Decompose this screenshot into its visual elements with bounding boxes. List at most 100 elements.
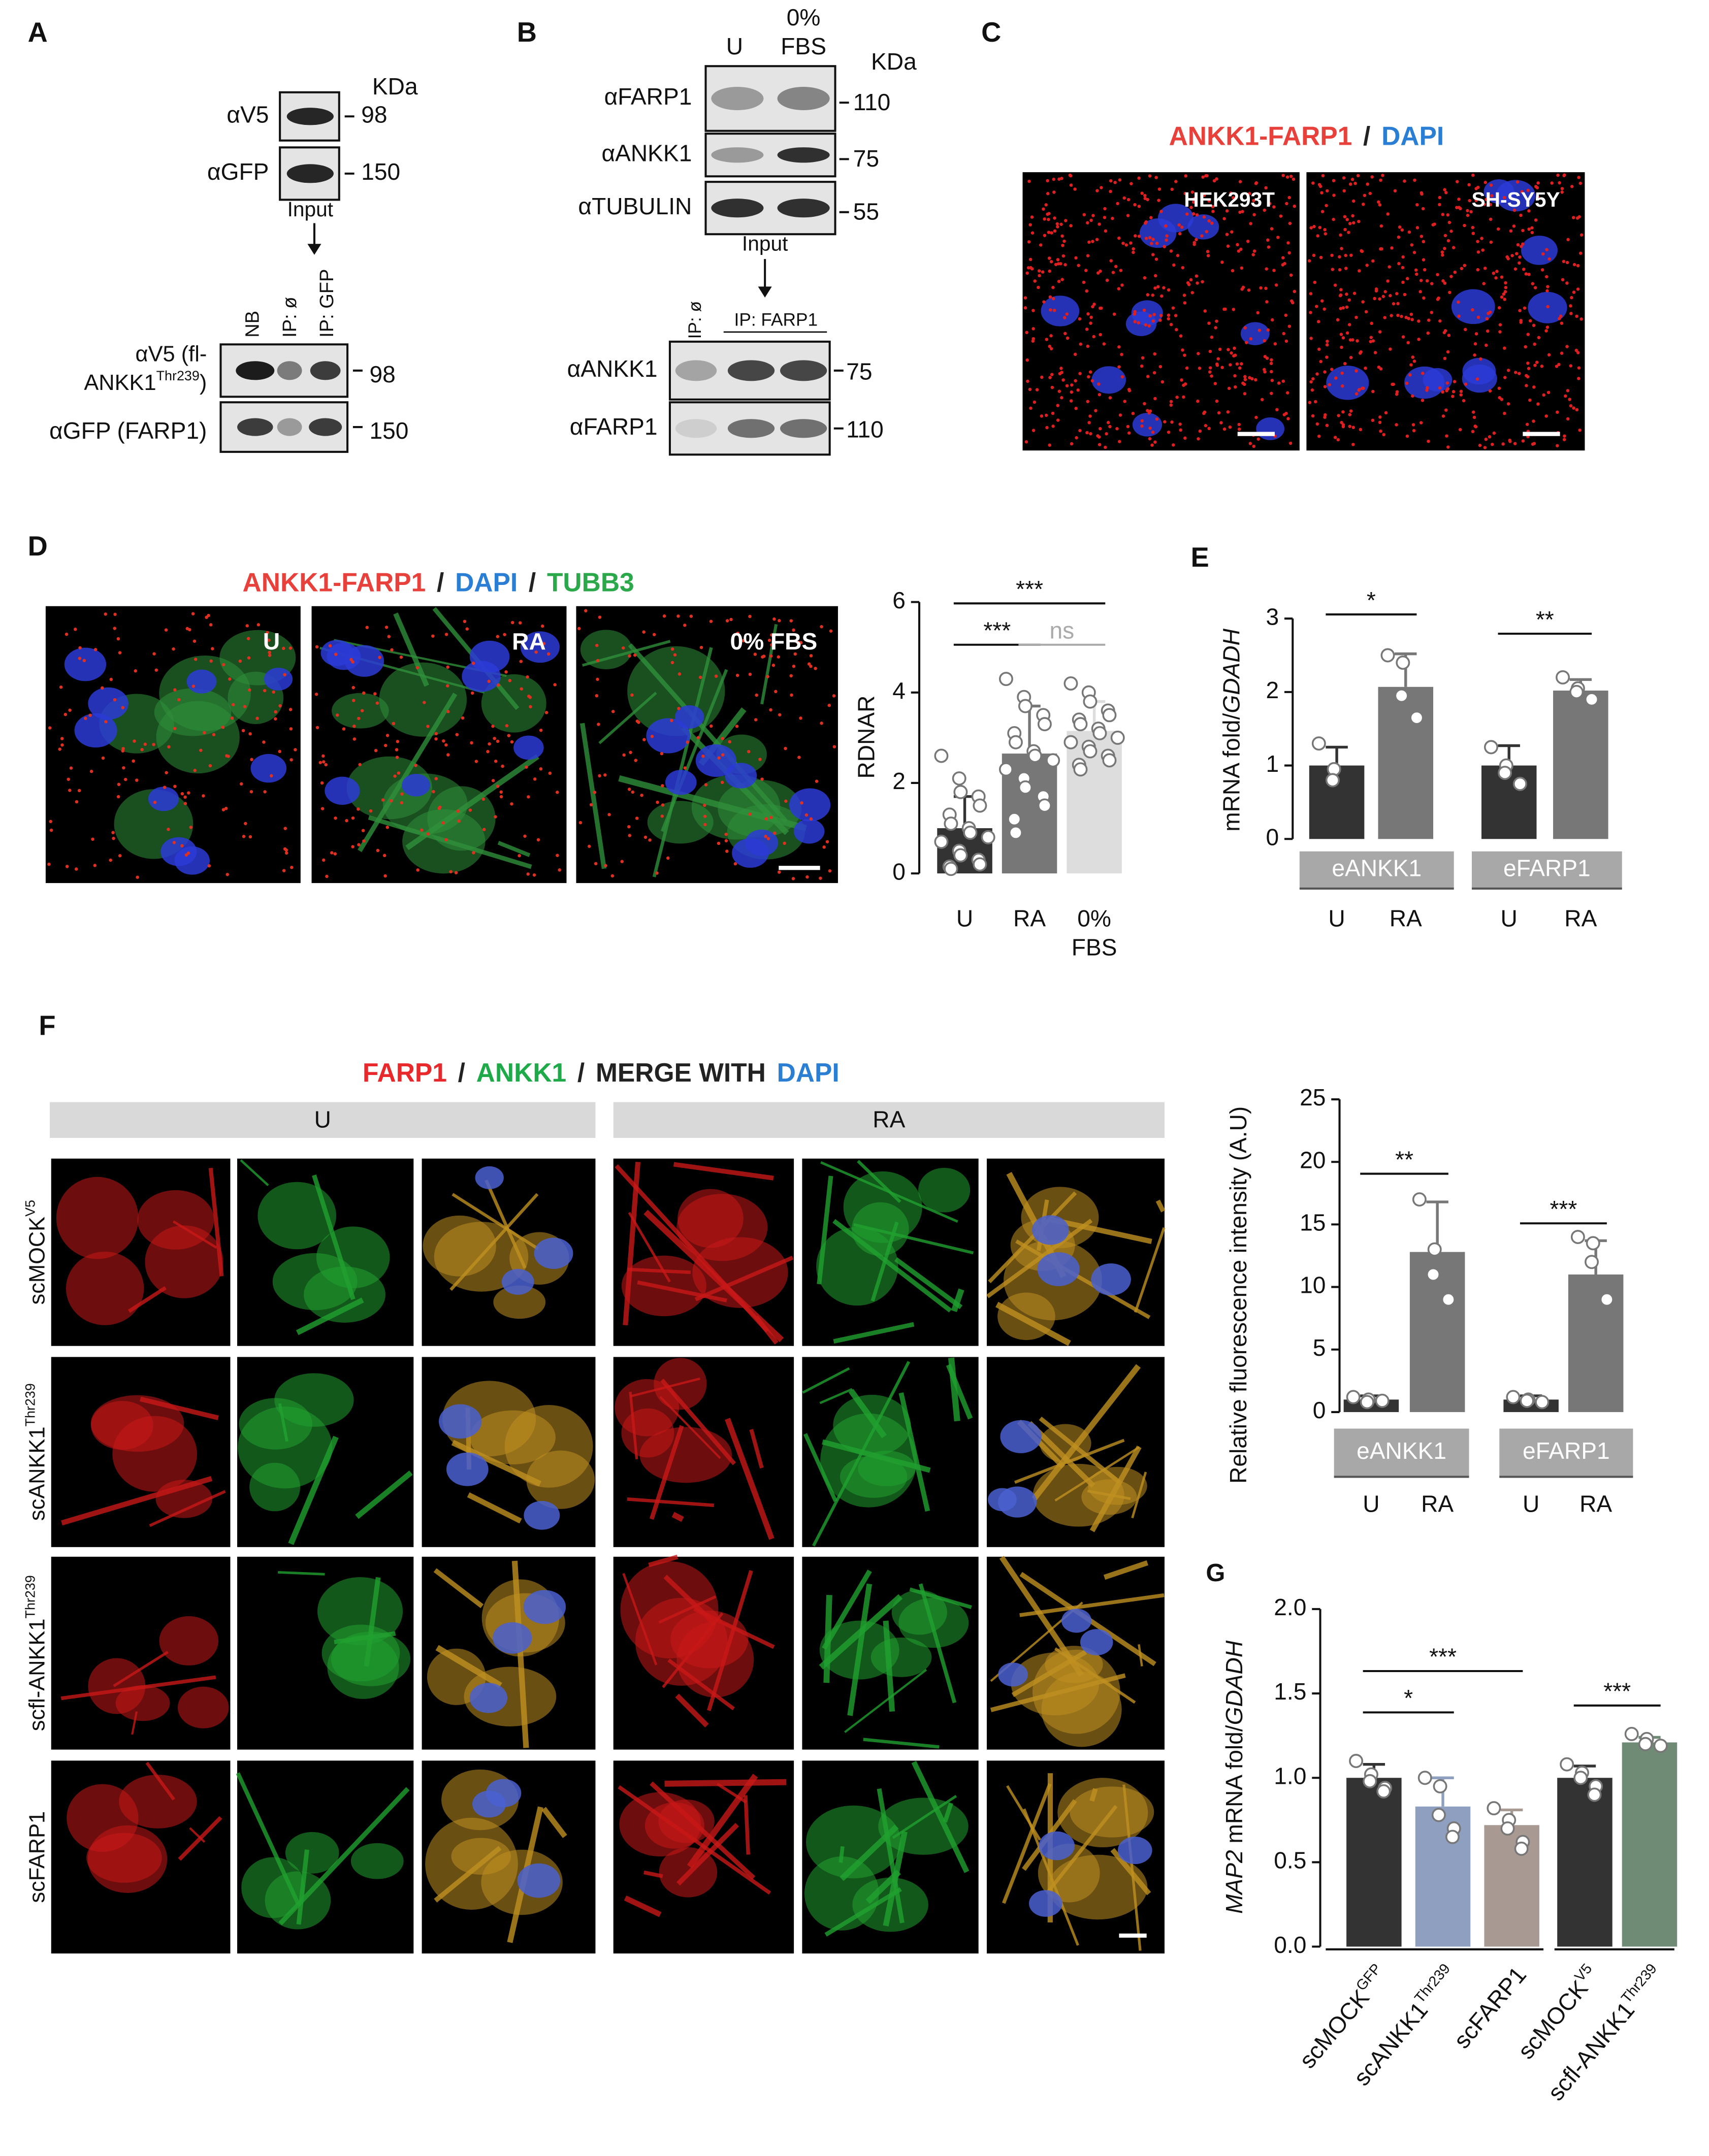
puncta [1576, 351, 1580, 354]
puncta [1456, 180, 1459, 183]
puncta [1315, 422, 1319, 426]
puncta [1575, 216, 1579, 220]
puncta [670, 661, 674, 665]
puncta [488, 742, 491, 746]
puncta [518, 621, 522, 625]
puncta [714, 674, 718, 678]
puncta [446, 710, 450, 713]
puncta [1056, 418, 1060, 422]
blot-band [277, 418, 302, 436]
cell [621, 1255, 706, 1317]
cell [580, 630, 632, 670]
cell [241, 1857, 305, 1918]
puncta [1134, 234, 1137, 238]
puncta [1282, 332, 1285, 336]
puncta [536, 838, 540, 842]
puncta [1563, 173, 1566, 177]
puncta [1445, 381, 1449, 385]
puncta [1485, 198, 1488, 202]
puncta [764, 817, 768, 821]
nucleus [789, 788, 831, 822]
puncta [1030, 215, 1034, 219]
puncta [1557, 363, 1561, 367]
puncta [1222, 217, 1226, 220]
cell [159, 1616, 219, 1665]
label: αFARP1 [570, 413, 658, 440]
puncta [754, 718, 758, 722]
puncta [414, 764, 417, 767]
label: KDa [372, 73, 418, 100]
puncta [650, 735, 654, 738]
puncta [180, 792, 184, 796]
puncta [122, 766, 125, 770]
puncta [696, 736, 700, 739]
puncta [820, 722, 823, 725]
puncta [93, 648, 98, 651]
cell [620, 1561, 719, 1658]
puncta [520, 687, 523, 691]
micrograph-content [314, 607, 561, 878]
puncta [1098, 222, 1101, 226]
puncta [1133, 320, 1137, 323]
neurite [1103, 1560, 1148, 1580]
text-part: ) [200, 371, 207, 395]
puncta [1460, 267, 1464, 271]
blot-band [777, 199, 830, 218]
puncta [733, 862, 737, 866]
group-label: eANKK1 [1332, 855, 1422, 881]
puncta [620, 860, 624, 863]
text-part: RDNAR [853, 696, 880, 779]
blot-band [727, 360, 775, 381]
puncta [121, 749, 125, 753]
puncta [1408, 373, 1412, 377]
puncta [1191, 200, 1196, 204]
puncta [1060, 234, 1064, 238]
puncta [1257, 329, 1262, 332]
cell [56, 1177, 139, 1259]
puncta [1395, 423, 1398, 427]
puncta [1565, 345, 1569, 348]
puncta [284, 851, 288, 855]
puncta [496, 785, 500, 788]
puncta [1189, 206, 1193, 209]
text-part: Thr239 [1618, 1961, 1660, 2006]
data-point [1570, 1230, 1585, 1245]
puncta [1140, 419, 1144, 422]
puncta [1057, 389, 1061, 393]
puncta [1396, 302, 1400, 306]
puncta [48, 726, 52, 730]
micrograph-content [240, 1159, 390, 1335]
puncta [1211, 210, 1215, 213]
puncta [1240, 287, 1244, 291]
puncta [387, 635, 391, 638]
puncta [1423, 268, 1427, 272]
puncta [1436, 298, 1440, 301]
puncta [1142, 308, 1146, 312]
puncta [764, 834, 767, 838]
data-point [1484, 740, 1498, 755]
puncta [65, 865, 69, 868]
puncta [1524, 345, 1527, 349]
puncta [143, 742, 147, 746]
puncta [800, 801, 803, 805]
label: IP: GFP [316, 269, 338, 338]
puncta [1312, 224, 1316, 228]
puncta [1181, 348, 1184, 352]
data-point [1018, 699, 1033, 713]
puncta [135, 778, 139, 782]
puncta [1141, 356, 1145, 360]
puncta [1217, 411, 1221, 415]
puncta [1443, 329, 1447, 333]
puncta [1441, 213, 1445, 216]
puncta [1525, 422, 1529, 427]
puncta [463, 619, 467, 624]
puncta [349, 658, 353, 662]
puncta [1116, 202, 1119, 206]
puncta [1056, 258, 1060, 262]
puncta [1092, 303, 1096, 306]
puncta [1336, 318, 1340, 322]
puncta [783, 841, 786, 845]
blot-band [777, 87, 830, 110]
puncta [1452, 390, 1456, 394]
puncta [1103, 216, 1107, 219]
